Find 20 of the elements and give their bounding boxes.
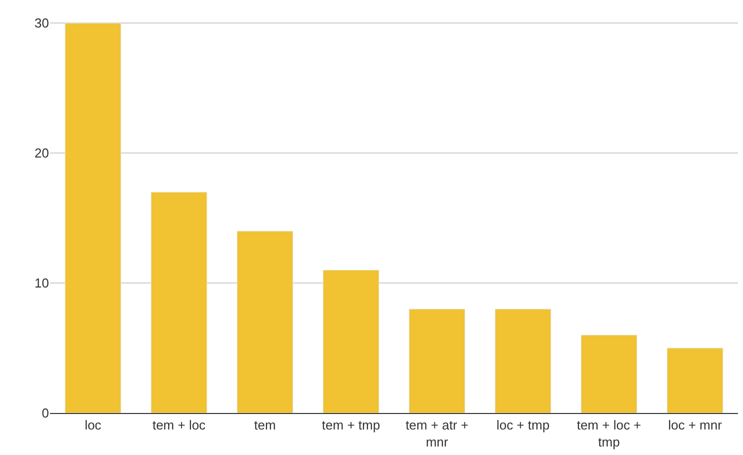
x-tick-label: tem + tmp — [322, 418, 380, 433]
x-tick-label: loc + tmp — [496, 418, 550, 433]
bar — [494, 308, 552, 413]
x-tick-label: tem — [254, 418, 276, 433]
y-tick-label: 20 — [34, 146, 49, 161]
y-tick-label: 30 — [34, 16, 49, 31]
x-tick-label: tem + atr + mnr — [406, 418, 468, 450]
y-tick-label: 10 — [34, 276, 49, 291]
bar — [580, 334, 638, 413]
bar — [64, 22, 122, 413]
bar — [322, 270, 380, 413]
bar — [666, 348, 724, 413]
x-tick-label: tem + loc + tmp — [576, 418, 642, 450]
y-tick-label: 0 — [42, 406, 49, 421]
bar — [408, 308, 466, 413]
bar — [236, 230, 294, 413]
bar — [150, 192, 208, 413]
x-tick-label: tem + loc — [152, 418, 206, 433]
x-tick-label: loc + mnr — [668, 418, 723, 433]
x-tick-label: loc — [84, 418, 102, 433]
